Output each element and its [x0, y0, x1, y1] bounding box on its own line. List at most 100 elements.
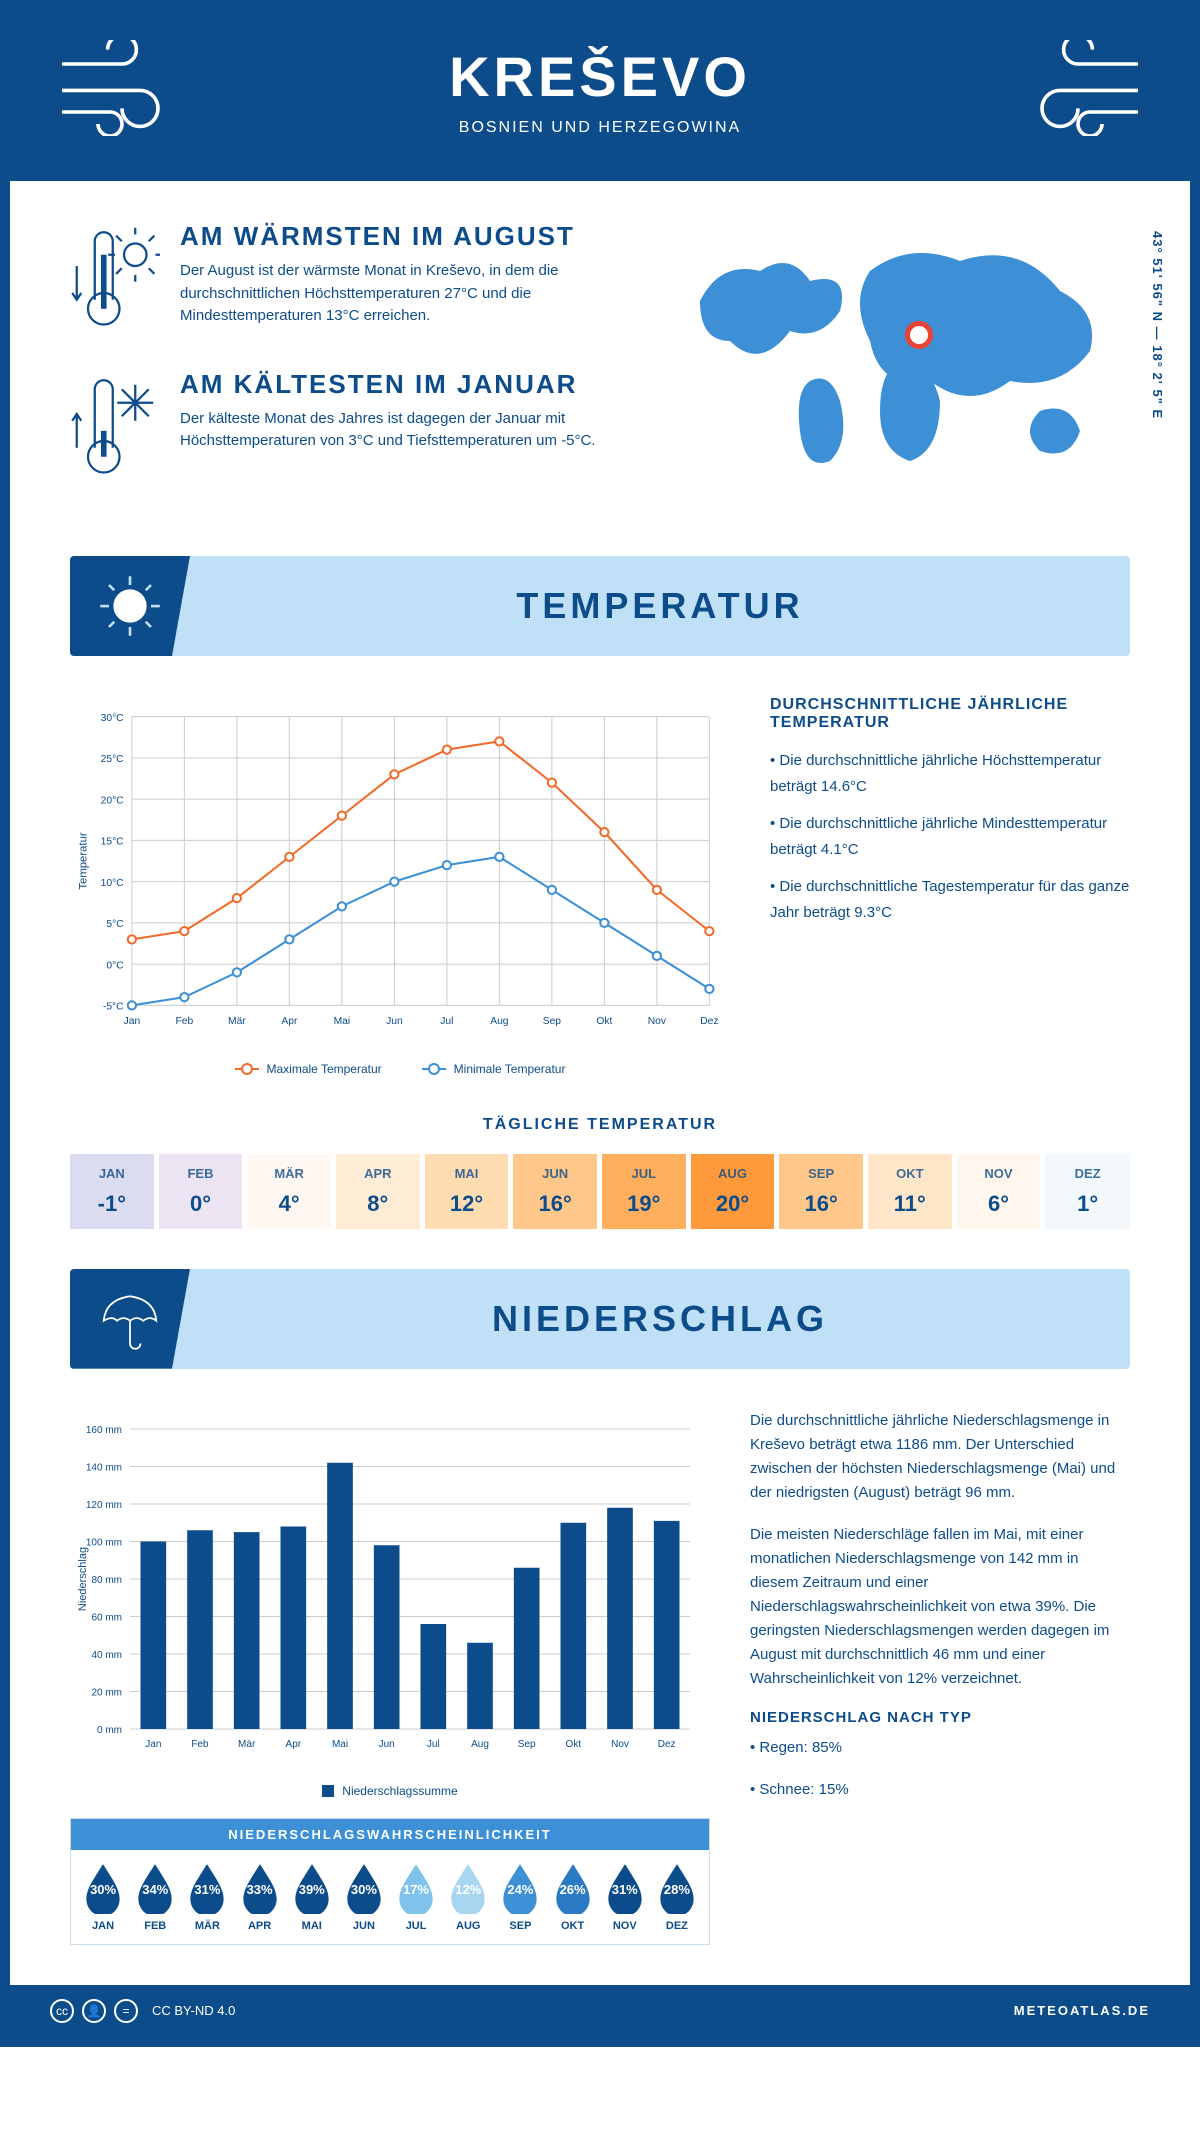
svg-text:Jan: Jan	[124, 1016, 141, 1027]
precip-prob-cell: 30%JAN	[77, 1862, 129, 1932]
precip-type-title: NIEDERSCHLAG NACH TYP	[750, 1709, 1130, 1726]
precipitation-bar-chart: 0 mm 20 mm 40 mm 60 mm 80 mm 100 mm 120 mm 140 …	[70, 1409, 710, 1798]
precip-prob-cell: 31%NOV	[599, 1862, 651, 1932]
svg-text:20°C: 20°C	[101, 795, 125, 806]
svg-text:Jun: Jun	[386, 1016, 403, 1027]
svg-text:Apr: Apr	[281, 1016, 298, 1027]
daily-temp-cell: JUN16°	[513, 1154, 598, 1229]
svg-text:160 mm: 160 mm	[86, 1425, 122, 1436]
svg-text:Aug: Aug	[490, 1016, 509, 1027]
svg-text:100 mm: 100 mm	[86, 1537, 122, 1548]
world-map	[670, 221, 1130, 486]
svg-text:20 mm: 20 mm	[91, 1687, 122, 1698]
daily-temp-cell: JUL19°	[602, 1154, 687, 1229]
precip-prob-cell: 34%FEB	[129, 1862, 181, 1932]
cc-icon: cc	[50, 1999, 74, 2023]
city-title: KREŠEVO	[170, 44, 1030, 109]
precipitation-section-header: NIEDERSCHLAG	[70, 1269, 1130, 1369]
svg-text:30°C: 30°C	[101, 713, 125, 724]
precip-prob-cell: 30%JUN	[338, 1862, 390, 1932]
coldest-block: AM KÄLTESTEN IM JANUAR Der kälteste Mona…	[70, 369, 630, 487]
svg-text:Jul: Jul	[427, 1739, 440, 1750]
daily-temp-cell: MÄR4°	[247, 1154, 332, 1229]
by-icon: 👤	[82, 1999, 106, 2023]
coldest-text: Der kälteste Monat des Jahres ist dagege…	[180, 408, 630, 453]
svg-text:Apr: Apr	[286, 1739, 302, 1750]
svg-text:Niederschlag: Niederschlag	[77, 1547, 89, 1611]
svg-text:120 mm: 120 mm	[86, 1500, 122, 1511]
svg-text:Temperatur: Temperatur	[78, 832, 90, 890]
daily-temp-cell: FEB0°	[159, 1154, 244, 1229]
precip-prob-title: NIEDERSCHLAGSWAHRSCHEINLICHKEIT	[71, 1819, 709, 1850]
legend-min-temp: Minimale Temperatur	[422, 1062, 566, 1076]
svg-text:Aug: Aug	[471, 1739, 489, 1750]
svg-text:Okt: Okt	[566, 1739, 582, 1750]
precip-prob-cell: 31%MÄR	[181, 1862, 233, 1932]
coordinates: 43° 51' 56" N — 18° 2' 5" E	[1150, 231, 1165, 419]
precip-prob-cell: 26%OKT	[547, 1862, 599, 1932]
daily-temp-cell: JAN-1°	[70, 1154, 155, 1229]
svg-text:140 mm: 140 mm	[86, 1462, 122, 1473]
svg-text:Feb: Feb	[176, 1016, 194, 1027]
country-subtitle: BOSNIEN UND HERZEGOWINA	[170, 119, 1030, 137]
daily-temp-cell: NOV6°	[957, 1154, 1042, 1229]
daily-temp-cell: DEZ1°	[1045, 1154, 1130, 1229]
svg-text:Sep: Sep	[543, 1016, 562, 1027]
svg-text:Jun: Jun	[379, 1739, 395, 1750]
svg-text:10°C: 10°C	[101, 878, 125, 889]
svg-text:0°C: 0°C	[106, 960, 124, 971]
temp-stat-2: • Die durchschnittliche jährliche Mindes…	[770, 811, 1130, 862]
daily-temp-grid: JAN-1°FEB0°MÄR4°APR8°MAI12°JUN16°JUL19°A…	[70, 1154, 1130, 1229]
daily-temp-cell: SEP16°	[779, 1154, 864, 1229]
precip-prob-cell: 24%SEP	[494, 1862, 546, 1932]
daily-temp-cell: OKT11°	[868, 1154, 953, 1229]
wind-icon-left	[50, 40, 170, 141]
precip-probability-box: NIEDERSCHLAGSWAHRSCHEINLICHKEIT 30%JAN34…	[70, 1818, 710, 1945]
nd-icon: =	[114, 1999, 138, 2023]
svg-text:Mai: Mai	[334, 1016, 351, 1027]
svg-text:Dez: Dez	[658, 1739, 676, 1750]
cc-icons: cc 👤 =	[50, 1999, 138, 2023]
temperature-section-header: TEMPERATUR	[70, 556, 1130, 656]
temperature-line-chart: -5°C0°C5°C10°C15°C20°C25°C30°CJanFebMärA…	[70, 696, 730, 1076]
legend-precip-sum: Niederschlagssumme	[322, 1784, 457, 1798]
precipitation-heading: NIEDERSCHLAG	[190, 1298, 1130, 1340]
precip-prob-cell: 39%MAI	[286, 1862, 338, 1932]
license-text: CC BY-ND 4.0	[152, 2003, 235, 2018]
svg-text:60 mm: 60 mm	[91, 1612, 122, 1623]
svg-text:Jan: Jan	[145, 1739, 161, 1750]
warmest-text: Der August ist der wärmste Monat in Kreš…	[180, 260, 630, 328]
precip-para-2: Die meisten Niederschläge fallen im Mai,…	[750, 1523, 1130, 1691]
temp-stat-1: • Die durchschnittliche jährliche Höchst…	[770, 748, 1130, 799]
svg-text:Dez: Dez	[700, 1016, 718, 1027]
page-header: KREŠEVO BOSNIEN UND HERZEGOWINA	[10, 10, 1190, 181]
svg-text:80 mm: 80 mm	[91, 1575, 122, 1586]
wind-icon-right	[1030, 40, 1150, 141]
precip-prob-cell: 28%DEZ	[651, 1862, 703, 1932]
svg-text:Okt: Okt	[596, 1016, 612, 1027]
coldest-title: AM KÄLTESTEN IM JANUAR	[180, 369, 630, 400]
temp-stats-title: DURCHSCHNITTLICHE JÄHRLICHE TEMPERATUR	[770, 696, 1130, 732]
warmest-block: AM WÄRMSTEN IM AUGUST Der August ist der…	[70, 221, 630, 339]
precip-para-1: Die durchschnittliche jährliche Niedersc…	[750, 1409, 1130, 1505]
temp-stat-3: • Die durchschnittliche Tagestemperatur …	[770, 874, 1130, 925]
daily-temp-cell: AUG20°	[691, 1154, 776, 1229]
svg-text:Sep: Sep	[518, 1739, 536, 1750]
daily-temp-cell: APR8°	[336, 1154, 421, 1229]
svg-text:-5°C: -5°C	[103, 1002, 124, 1013]
svg-text:Mai: Mai	[332, 1739, 348, 1750]
precip-prob-cell: 12%AUG	[442, 1862, 494, 1932]
daily-temp-title: TÄGLICHE TEMPERATUR	[70, 1116, 1130, 1134]
svg-text:0 mm: 0 mm	[97, 1725, 122, 1736]
umbrella-icon	[70, 1269, 190, 1369]
location-marker	[905, 321, 933, 349]
page-footer: cc 👤 = CC BY-ND 4.0 METEOATLAS.DE	[10, 1985, 1190, 2037]
svg-text:Jul: Jul	[440, 1016, 453, 1027]
daily-temp-cell: MAI12°	[425, 1154, 510, 1229]
svg-text:Feb: Feb	[191, 1739, 209, 1750]
svg-text:5°C: 5°C	[106, 919, 124, 930]
svg-text:Mär: Mär	[238, 1739, 256, 1750]
svg-text:40 mm: 40 mm	[91, 1650, 122, 1661]
svg-text:15°C: 15°C	[101, 837, 125, 848]
precip-prob-cell: 17%JUL	[390, 1862, 442, 1932]
